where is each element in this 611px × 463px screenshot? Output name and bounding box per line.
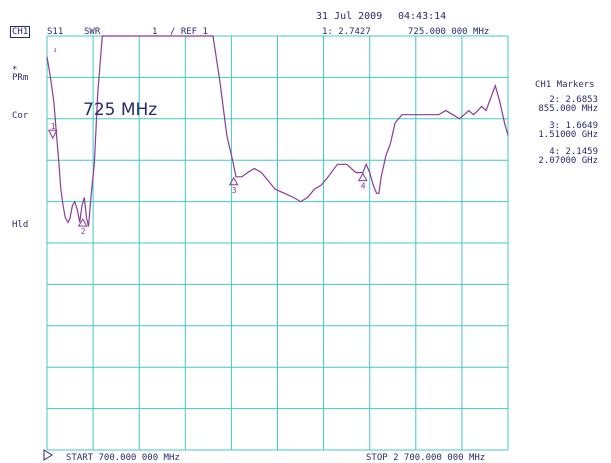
hld-label: Hld [12,220,29,230]
marker-entry-value: 2: 2.6853 [549,95,598,105]
header-date: 31 Jul 2009 [316,11,383,22]
marker-id-label: 2 [81,227,86,236]
prm-label: PRm [12,73,29,83]
asterisk-indicator: * [12,65,18,75]
marker-4-symbol: 4 [357,172,368,191]
swr-trace [46,35,509,227]
cor-label: Cor [12,111,29,121]
marker-entry-frequency: 2.07000 GHz [538,156,598,166]
header-time: 04:43:14 [398,11,447,22]
marker-triangle-icon [77,218,88,227]
start-frequency: START 700.000 000 MHz [66,453,180,463]
marker-entry: 4: 2.1459 2.07000 GHz [520,148,598,166]
marker-entry-value: 4: 2.1459 [549,147,598,157]
top-markers: ↕ [53,46,57,54]
marker-entry: 2: 2.6853 855.000 MHz [520,96,598,114]
marker-entry-frequency: 855.000 MHz [538,104,598,114]
stop-frequency: STOP 2 700.000 000 MHz [366,453,486,463]
marker-entry: 3: 1.6649 1.51000 GHz [520,122,598,140]
marker-triangle-icon [357,172,368,182]
channel-indicator: CH1 [10,26,31,38]
marker-1-top-icon: ↕ [53,46,57,54]
marker-triangle-icon [228,176,239,186]
marker-entry-frequency: 1.51000 GHz [538,130,598,140]
markers-list: 2: 2.6853 855.000 MHz 3: 1.6649 1.51000 GHz… [520,96,610,166]
marker-1-symbol: 1 [47,122,58,140]
marker-triangle-icon [47,129,58,140]
plot-grid [46,35,509,451]
marker-id-label: 3 [232,186,237,195]
scale-label: 1 [152,27,158,37]
markers-panel-title: CH1 Markers [535,80,595,90]
format-label: SWR [84,27,101,37]
marker-entry-value: 3: 1.6649 [549,121,598,131]
active-marker-readout: 1: 2.7427 [322,27,371,37]
markers-panel: CH1 Markers 2: 2.6853 855.000 MHz 3: 1.664… [520,80,610,174]
marker-id-label: 4 [361,182,366,191]
parameter-label: S11 [47,27,64,37]
frequency-annotation: 725 MHz [83,100,157,120]
ref-label: / REF 1 [170,27,208,37]
marker-2-symbol: 2 [77,218,88,236]
marker-3-symbol: 3 [228,176,239,195]
marker-id-label: 1 [51,122,56,131]
marker-symbols: 1 2 3 4 [47,122,368,236]
reference-arrow-icon [43,449,53,461]
active-marker-frequency: 725.000 000 MHz [408,27,490,37]
